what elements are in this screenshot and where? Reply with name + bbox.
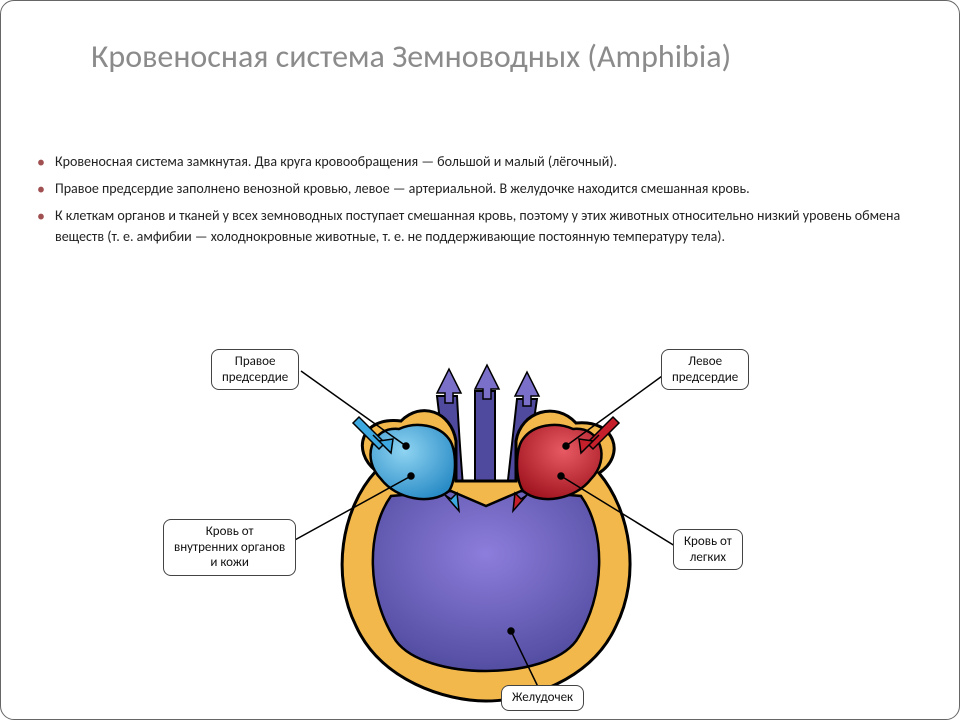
heart-diagram: Правоепредсердие Левоепредсердие Кровь о… xyxy=(1,341,960,713)
label-text: Кровь отвнутренних органови кожи xyxy=(174,524,285,570)
label-left-atrium: Левоепредсердие xyxy=(661,349,749,390)
slide: Кровеносная система Земноводных (Amphibi… xyxy=(0,0,960,720)
label-text: Желудочек xyxy=(512,690,573,705)
bullet-item: Правое предсердие заполнено венозной кро… xyxy=(37,178,937,199)
ventricle xyxy=(373,491,599,671)
label-text: Кровь отлегких xyxy=(684,534,732,565)
slide-title: Кровеносная система Земноводных (Amphibi… xyxy=(91,37,891,77)
label-right-atrium: Правоепредсердие xyxy=(211,349,299,390)
heart-svg xyxy=(1,341,960,713)
bullet-list: Кровеносная система замкнутая. Два круга… xyxy=(37,151,937,253)
label-text: Правоепредсердие xyxy=(222,354,288,385)
label-text: Левоепредсердие xyxy=(672,354,738,385)
bullet-item: Кровеносная система замкнутая. Два круга… xyxy=(37,151,937,172)
label-blood-from-lungs: Кровь отлегких xyxy=(673,529,743,570)
bullet-item: К клеткам органов и тканей у всех земнов… xyxy=(37,205,937,247)
label-blood-from-organs: Кровь отвнутренних органови кожи xyxy=(163,519,296,576)
label-ventricle: Желудочек xyxy=(501,685,584,711)
